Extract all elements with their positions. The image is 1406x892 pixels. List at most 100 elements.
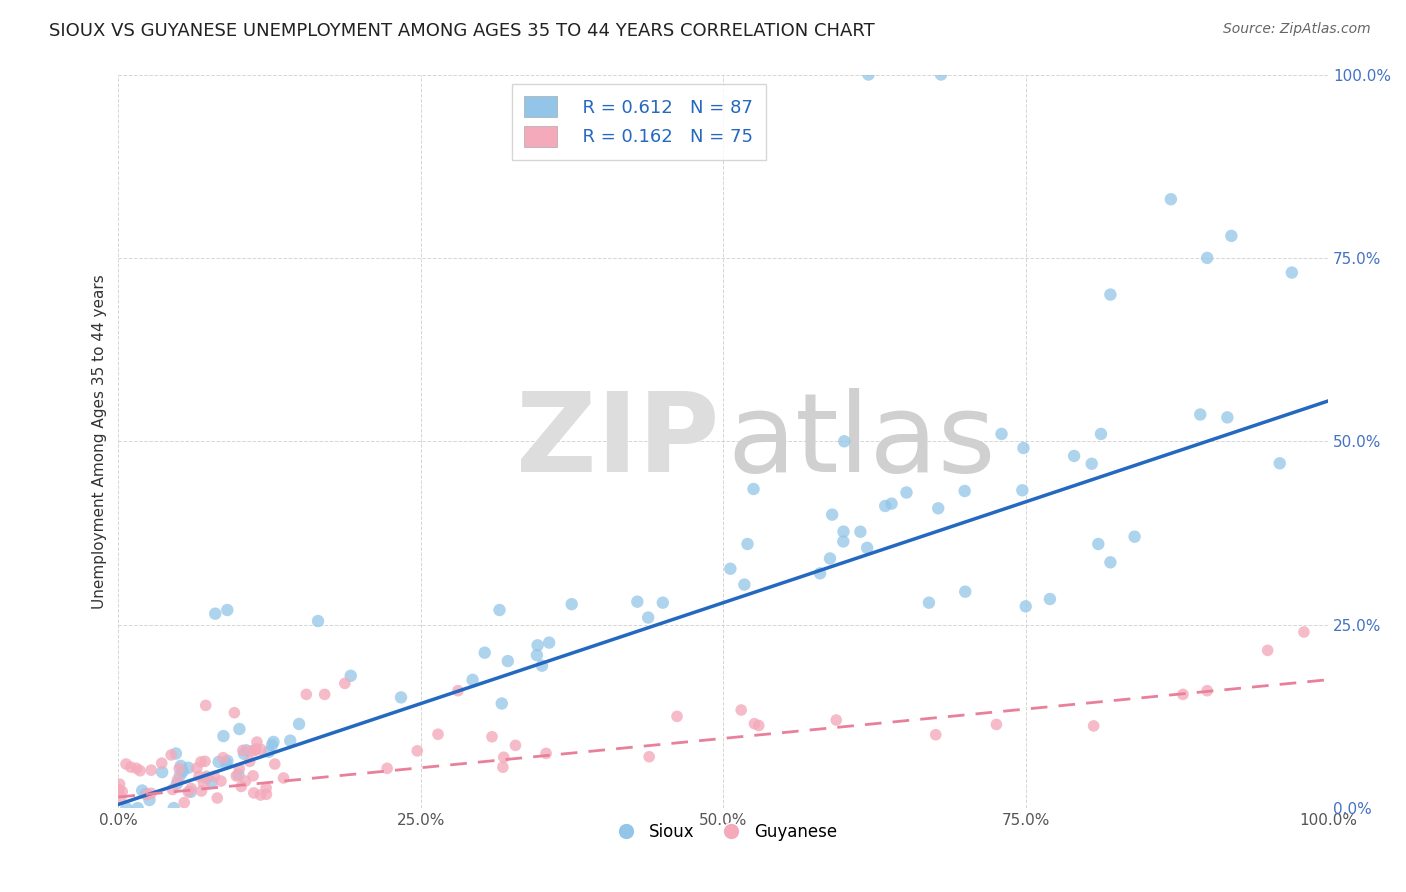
Point (990, 427, 1012, 442)
Point (257, 745, 280, 759)
Point (314, 687, 336, 701)
Point (1160, 192, 1182, 206)
Point (162, 782, 184, 797)
Point (202, 769, 225, 783)
Point (129, 764, 152, 778)
Point (1123, 530, 1146, 544)
Point (1189, 408, 1212, 422)
Point (188, 770, 211, 784)
Point (256, 787, 278, 801)
Point (180, 785, 202, 799)
Point (111, 784, 134, 798)
Point (744, 716, 766, 731)
Point (1039, 592, 1062, 607)
Text: SIOUX VS GUYANESE UNEMPLOYMENT AMONG AGES 35 TO 44 YEARS CORRELATION CHART: SIOUX VS GUYANESE UNEMPLOYMENT AMONG AGE… (49, 22, 875, 40)
Point (228, 762, 250, 776)
Point (333, 676, 356, 690)
Point (208, 755, 231, 769)
Point (832, 434, 855, 449)
Point (173, 796, 195, 810)
Point (249, 788, 271, 802)
Point (195, 769, 218, 783)
Point (534, 747, 557, 761)
Point (1090, 426, 1112, 441)
Point (170, 759, 193, 773)
Point (217, 754, 239, 768)
Point (1015, 599, 1038, 614)
Point (165, 747, 187, 761)
Point (228, 722, 250, 736)
Point (953, 483, 976, 498)
Point (651, 596, 673, 610)
Point (263, 735, 285, 749)
Point (273, 771, 295, 785)
Point (242, 769, 264, 783)
Point (235, 774, 257, 789)
Point (177, 785, 200, 799)
Point (955, 584, 977, 599)
Point (193, 776, 215, 790)
Point (849, 524, 872, 539)
Point (406, 744, 429, 758)
Point (190, 784, 212, 798)
Point (427, 727, 450, 741)
Point (169, 768, 191, 782)
Point (808, 566, 831, 581)
Point (666, 709, 689, 723)
Point (186, 761, 208, 775)
Point (167, 762, 190, 776)
Point (733, 577, 755, 591)
Point (141, 786, 163, 800)
Point (832, 524, 855, 539)
Point (447, 683, 470, 698)
Point (246, 735, 269, 749)
Point (821, 508, 844, 522)
Point (260, 738, 283, 752)
Point (1257, 643, 1279, 657)
Point (1197, 251, 1219, 265)
Point (1197, 683, 1219, 698)
Point (1063, 449, 1085, 463)
Point (986, 717, 1008, 731)
Point (127, 801, 149, 815)
Point (492, 760, 515, 774)
Point (166, 772, 188, 787)
Point (561, 597, 583, 611)
Point (1080, 457, 1102, 471)
Point (896, 485, 918, 500)
Point (207, 791, 229, 805)
Point (295, 687, 318, 701)
Point (225, 769, 247, 783)
Point (250, 742, 273, 756)
Point (115, 801, 138, 815)
Point (190, 755, 212, 769)
Point (135, 787, 157, 801)
Point (925, 728, 948, 742)
Point (131, 783, 153, 797)
Point (818, 551, 841, 566)
Point (474, 646, 496, 660)
Point (637, 610, 659, 624)
Point (240, 744, 263, 758)
Point (1083, 719, 1105, 733)
Point (231, 780, 253, 794)
Point (505, 739, 527, 753)
Point (1281, 266, 1303, 280)
Point (626, 595, 648, 609)
Point (108, 782, 131, 797)
Point (461, 673, 484, 687)
Point (209, 774, 232, 789)
Point (180, 781, 202, 796)
Point (880, 497, 903, 511)
Point (748, 718, 770, 732)
Point (1268, 456, 1291, 470)
Point (243, 743, 266, 757)
Point (138, 793, 160, 807)
Point (163, 801, 186, 815)
Point (115, 757, 138, 772)
Text: Source: ZipAtlas.com: Source: ZipAtlas.com (1223, 22, 1371, 37)
Point (150, 756, 173, 771)
Point (150, 765, 173, 780)
Point (718, 562, 741, 576)
Point (856, 541, 879, 555)
